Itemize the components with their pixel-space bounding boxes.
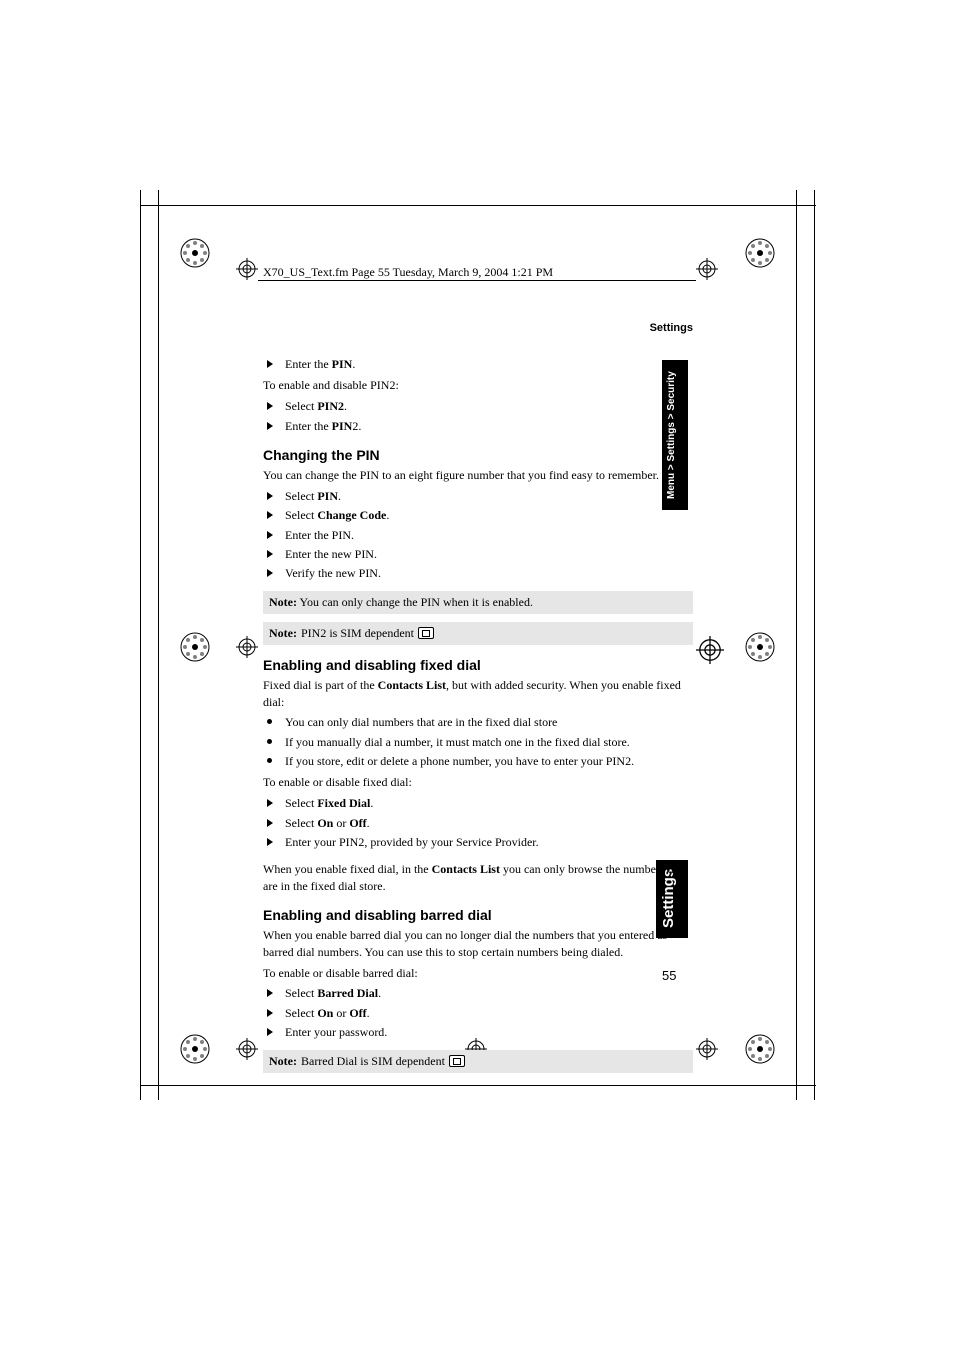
note-box: Note: You can only change the PIN when i…: [263, 591, 693, 614]
step-item: Enter the PIN.: [277, 356, 693, 373]
step-item: Verify the new PIN.: [277, 565, 693, 582]
crop-line: [140, 205, 816, 206]
step-item: Enter the PIN.: [277, 527, 693, 544]
registration-mark-icon: [696, 258, 718, 280]
section-header: Settings: [263, 322, 693, 334]
body-text: Fixed dial is part of the Contacts List,…: [263, 677, 693, 711]
crop-line: [140, 1085, 816, 1086]
note-text: You can only change the PIN when it is e…: [297, 595, 533, 609]
sim-icon: [449, 1055, 465, 1067]
body-text: You can change the PIN to an eight figur…: [263, 467, 693, 484]
color-target-icon: [180, 1034, 210, 1064]
step-item: Select On or Off.: [277, 815, 693, 832]
registration-mark-icon: [696, 636, 724, 664]
body-text: To enable and disable PIN2:: [263, 377, 693, 394]
header-rule: [258, 280, 696, 281]
color-target-icon: [745, 632, 775, 662]
step-item: Select Barred Dial.: [277, 985, 693, 1002]
note-box: Note: Barred Dial is SIM dependent: [263, 1050, 693, 1073]
crop-line: [814, 190, 815, 1100]
page-content: Settings Enter the PIN. To enable and di…: [263, 322, 693, 1081]
registration-mark-icon: [236, 1038, 258, 1060]
note-label: Note:: [269, 1054, 297, 1069]
crop-line: [796, 190, 797, 1100]
body-text: When you enable barred dial you can no l…: [263, 927, 693, 961]
bullet-list: You can only dial numbers that are in th…: [277, 714, 693, 770]
heading-changing-pin: Changing the PIN: [263, 447, 693, 463]
step-item: Enter your password.: [277, 1024, 693, 1041]
list-item: If you store, edit or delete a phone num…: [277, 753, 693, 770]
list-item: If you manually dial a number, it must m…: [277, 734, 693, 751]
step-item: Enter the new PIN.: [277, 546, 693, 563]
heading-fixed-dial: Enabling and disabling fixed dial: [263, 657, 693, 673]
note-text: Barred Dial is SIM dependent: [301, 1054, 445, 1069]
step-item: Enter your PIN2, provided by your Servic…: [277, 834, 693, 851]
step-list: Select PIN2. Enter the PIN2.: [277, 398, 693, 435]
color-target-icon: [745, 1034, 775, 1064]
note-label: Note:: [269, 595, 297, 609]
body-text: To enable or disable fixed dial:: [263, 774, 693, 791]
color-target-icon: [745, 238, 775, 268]
step-item: Select PIN.: [277, 488, 693, 505]
color-target-icon: [180, 238, 210, 268]
registration-mark-icon: [696, 1038, 718, 1060]
list-item: You can only dial numbers that are in th…: [277, 714, 693, 731]
step-item: Select Fixed Dial.: [277, 795, 693, 812]
heading-barred-dial: Enabling and disabling barred dial: [263, 907, 693, 923]
note-text: PIN2 is SIM dependent: [301, 626, 414, 641]
step-list: Select Fixed Dial. Select On or Off. Ent…: [277, 795, 693, 851]
crop-line: [158, 190, 159, 1100]
step-list: Enter the PIN.: [277, 356, 693, 373]
step-list: Select Barred Dial. Select On or Off. En…: [277, 985, 693, 1041]
step-item: Select Change Code.: [277, 507, 693, 524]
step-item: Select PIN2.: [277, 398, 693, 415]
body-text: When you enable fixed dial, in the Conta…: [263, 861, 693, 895]
body-text: To enable or disable barred dial:: [263, 965, 693, 982]
note-label: Note:: [269, 626, 297, 641]
registration-mark-icon: [236, 636, 258, 658]
step-list: Select PIN. Select Change Code. Enter th…: [277, 488, 693, 583]
step-item: Select On or Off.: [277, 1005, 693, 1022]
step-item: Enter the PIN2.: [277, 418, 693, 435]
crop-line: [140, 190, 141, 1100]
registration-mark-icon: [236, 258, 258, 280]
note-box: Note: PIN2 is SIM dependent: [263, 622, 693, 645]
color-target-icon: [180, 632, 210, 662]
page-header-text: X70_US_Text.fm Page 55 Tuesday, March 9,…: [263, 265, 553, 280]
sim-icon: [418, 627, 434, 639]
